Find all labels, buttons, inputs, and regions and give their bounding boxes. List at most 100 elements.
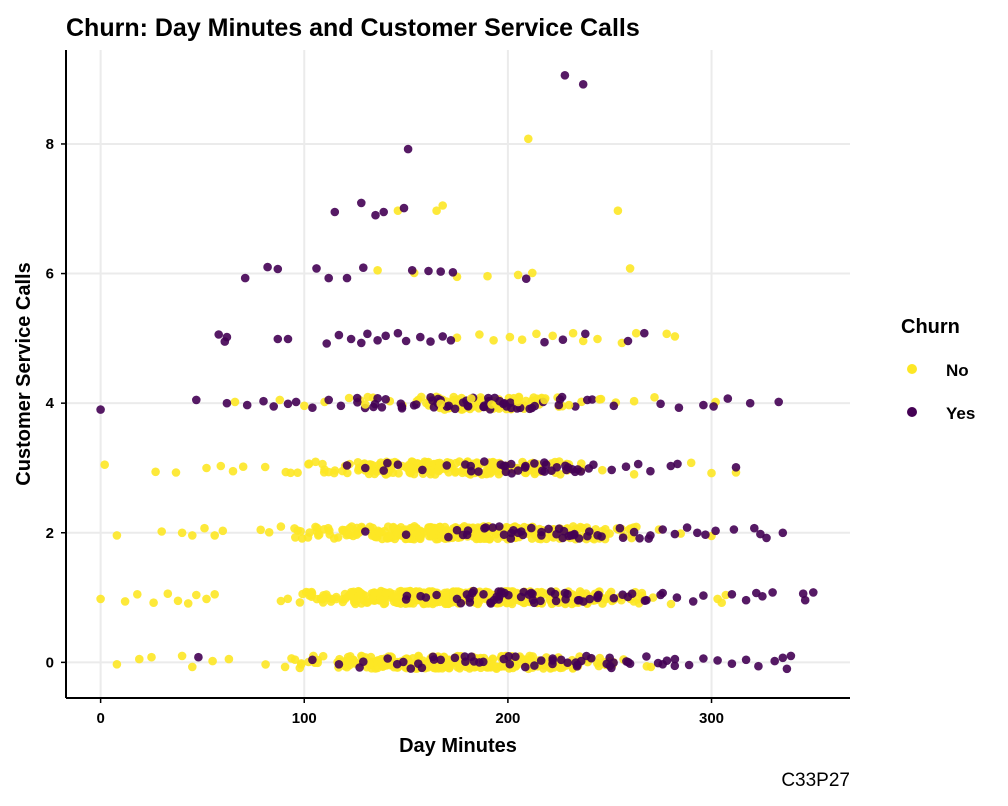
legend-title: Churn bbox=[901, 316, 960, 338]
data-point-no bbox=[293, 468, 302, 478]
data-point-no bbox=[314, 531, 323, 540]
data-point-yes bbox=[727, 659, 737, 668]
data-point-yes bbox=[525, 404, 534, 414]
data-point-no bbox=[291, 533, 300, 542]
data-point-yes bbox=[536, 596, 545, 606]
data-point-no bbox=[280, 662, 290, 672]
data-point-no bbox=[100, 460, 109, 470]
data-point-no bbox=[261, 660, 270, 669]
data-point-no bbox=[151, 467, 160, 477]
data-point-yes bbox=[623, 336, 633, 346]
data-point-no bbox=[593, 659, 602, 668]
data-point-yes bbox=[273, 264, 283, 274]
y-tick-label: 6 bbox=[46, 266, 54, 283]
data-point-no bbox=[374, 460, 384, 470]
data-point-yes bbox=[557, 392, 567, 402]
data-point-no bbox=[276, 596, 286, 606]
data-point-yes bbox=[401, 336, 411, 346]
data-point-yes bbox=[330, 207, 340, 217]
data-point-no bbox=[505, 332, 515, 342]
data-point-no bbox=[333, 533, 343, 542]
data-point-no bbox=[149, 598, 158, 607]
data-point-no bbox=[275, 395, 285, 405]
data-point-no bbox=[528, 652, 537, 661]
data-point-yes bbox=[397, 404, 407, 413]
data-point-no bbox=[210, 531, 219, 540]
data-point-no bbox=[228, 466, 238, 476]
data-point-yes bbox=[684, 660, 694, 670]
data-point-yes bbox=[504, 590, 513, 600]
data-point-yes bbox=[593, 592, 602, 601]
data-point-yes bbox=[621, 462, 631, 472]
data-point-no bbox=[312, 523, 322, 533]
data-point-yes bbox=[416, 332, 425, 342]
data-point-no bbox=[717, 598, 726, 607]
data-point-yes bbox=[429, 655, 439, 664]
data-point-yes bbox=[530, 459, 539, 468]
data-point-yes bbox=[291, 397, 301, 407]
data-point-yes bbox=[589, 460, 598, 470]
legend-label-yes: Yes bbox=[946, 404, 975, 423]
data-point-no bbox=[440, 591, 450, 601]
data-point-yes bbox=[540, 458, 549, 467]
data-point-no bbox=[392, 592, 402, 602]
data-point-no bbox=[686, 458, 696, 468]
data-point-no bbox=[216, 461, 226, 471]
data-point-yes bbox=[334, 330, 344, 340]
data-point-yes bbox=[538, 466, 547, 476]
data-point-yes bbox=[499, 654, 509, 664]
data-point-yes bbox=[373, 336, 382, 345]
data-point-yes bbox=[466, 466, 476, 476]
data-point-no bbox=[281, 467, 291, 477]
data-point-no bbox=[392, 528, 402, 538]
data-point-no bbox=[381, 588, 391, 598]
data-point-yes bbox=[283, 399, 293, 409]
data-point-yes bbox=[450, 653, 460, 663]
data-point-yes bbox=[377, 403, 387, 412]
data-point-yes bbox=[406, 664, 416, 673]
data-point-yes bbox=[361, 527, 370, 536]
data-point-no bbox=[458, 468, 467, 478]
data-point-no bbox=[345, 591, 355, 600]
data-point-yes bbox=[499, 461, 509, 471]
data-point-no bbox=[532, 329, 541, 339]
data-point-yes bbox=[774, 397, 783, 407]
data-point-no bbox=[631, 328, 641, 338]
data-point-no bbox=[524, 134, 533, 144]
data-point-yes bbox=[359, 263, 368, 273]
data-point-no bbox=[389, 522, 398, 532]
data-point-no bbox=[613, 206, 623, 215]
chart-title: Churn: Day Minutes and Customer Service … bbox=[66, 14, 640, 42]
data-point-no bbox=[475, 330, 484, 339]
data-point-no bbox=[202, 463, 211, 473]
data-point-yes bbox=[521, 461, 530, 471]
data-point-no bbox=[650, 393, 659, 402]
data-point-yes bbox=[214, 330, 223, 339]
data-point-no bbox=[373, 266, 382, 275]
data-point-no bbox=[442, 526, 451, 535]
y-tick-label: 8 bbox=[46, 136, 54, 153]
data-point-no bbox=[344, 393, 354, 403]
data-point-yes bbox=[359, 657, 368, 666]
data-point-no bbox=[276, 522, 286, 531]
data-point-yes bbox=[352, 393, 362, 403]
data-point-no bbox=[384, 533, 393, 543]
data-point-yes bbox=[336, 401, 346, 411]
data-point-yes bbox=[629, 527, 639, 537]
data-point-yes bbox=[442, 461, 452, 470]
data-point-yes bbox=[505, 659, 515, 669]
data-point-yes bbox=[536, 656, 546, 665]
data-point-yes bbox=[492, 592, 501, 602]
data-point-yes bbox=[474, 467, 483, 476]
data-point-yes bbox=[436, 655, 446, 665]
data-point-yes bbox=[192, 395, 201, 405]
data-point-yes bbox=[682, 523, 692, 532]
data-point-yes bbox=[560, 71, 570, 80]
data-point-yes bbox=[401, 530, 411, 539]
data-point-yes bbox=[283, 334, 293, 344]
data-point-yes bbox=[693, 528, 702, 538]
data-point-yes bbox=[273, 334, 283, 344]
data-point-yes bbox=[745, 398, 755, 408]
data-point-no bbox=[513, 397, 523, 407]
data-point-no bbox=[210, 590, 219, 599]
